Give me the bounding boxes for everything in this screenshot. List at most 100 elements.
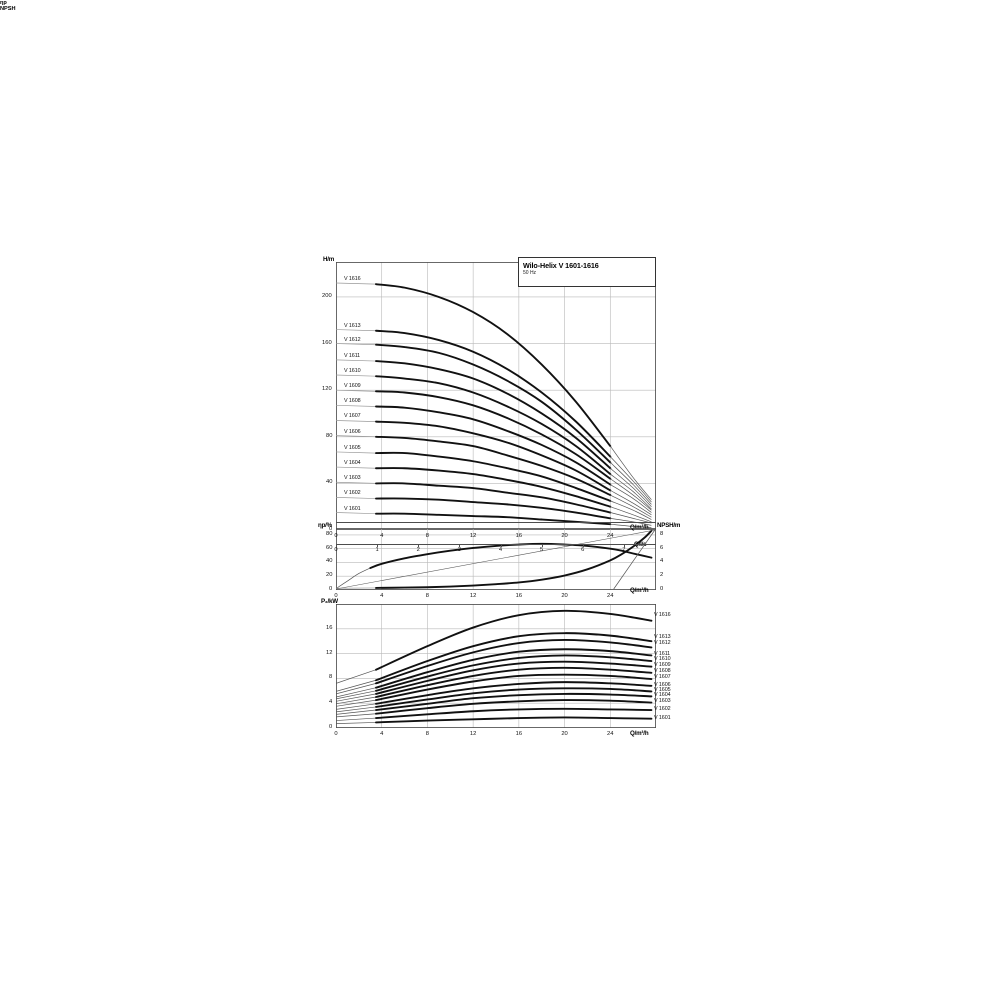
power-curve-v1607 [375,673,653,702]
head-xtick2-3: 3 [457,547,462,553]
pow-ytick-12: 12 [326,649,333,656]
head-leader-line [336,343,377,346]
head-xtick2-5: 5 [540,547,544,553]
efficiency-npsh-plot [336,528,656,590]
efficiency-annotation: ηp [0,0,7,6]
head-leader-line [336,451,377,454]
pow-ytick-0: 0 [329,724,333,730]
head-secondary-tickmark [377,544,379,547]
eff-ytick-0: 0 [329,586,333,592]
head-xtick2-1: 1 [375,547,379,553]
head-xtick2-7: 7 [622,547,626,553]
pow-xtick-0: 0 [334,731,338,737]
power-leader-v1604 [336,709,377,715]
pow-xtick-24: 24 [607,731,614,737]
power-curve-label-v1605: V 1605 [654,686,671,693]
npsh-annotation: NPSH [0,6,16,12]
head-curve-v1616 [375,283,612,448]
head-xtick-24: 24 [607,533,614,539]
power-leader-v1612 [336,683,377,695]
head-ytick-40: 40 [326,479,333,486]
eff-xtick-12: 12 [469,593,477,599]
power-curve-label-v1612: V 1612 [654,640,671,647]
power-leader-v1608 [336,696,377,705]
head-leader-line [336,512,377,515]
head-secondary-tickmark [336,544,337,547]
head-secondary-tickmark [418,544,420,547]
power-curve-chart [336,604,656,728]
head-curve-chart [336,262,656,530]
head-xtick-20: 20 [561,533,568,539]
head-leader-line [336,497,377,499]
npsh-ytick-4: 4 [660,558,664,565]
power-curve-v1609 [375,660,653,695]
head-curve-label-v1607: V 1607 [344,413,361,420]
head-xtick2-2: 2 [416,547,420,553]
head-curve-label-v1604: V 1604 [344,460,361,467]
power-curve-v1605 [375,687,653,708]
head-secondary-tickmark [459,544,461,547]
npsh-curve [375,529,653,589]
eff-ytick-20: 20 [326,572,333,579]
power-curve-v1601 [375,716,653,724]
head-curve-v1607 [375,420,612,492]
head-curve-v1610 [375,375,612,476]
head-curve-v1606 [375,435,612,496]
power-curve-v1611 [375,648,653,689]
head-ytick-200: 200 [322,292,332,299]
power-leader-v1607 [336,699,377,707]
head-curve-label-v1603: V 1603 [344,475,361,482]
head-leader-line [336,481,377,484]
head-y-axis-label: H/m [323,256,335,263]
head-curve-tail [610,500,652,520]
power-leader-v1601 [336,722,377,725]
head-curve-label-v1601: V 1601 [344,505,361,512]
head-xtick-4: 4 [380,533,384,539]
power-leader-v1616 [336,669,377,684]
head-secondary-axis-line [336,544,656,545]
eff-xtick-0: 0 [334,593,338,599]
power-leader-v1603 [336,713,377,718]
efficiency-curve-thin [336,567,371,589]
pow-xtick-16: 16 [515,731,523,737]
head-curve-plot [336,262,656,530]
head-xtick-12: 12 [469,533,477,539]
pow-xtick-12: 12 [469,731,477,737]
npsh-ytick-8: 8 [660,530,664,537]
head-curve-label-v1616: V 1616 [344,275,361,282]
head-secondary-tickmark [582,544,584,547]
power-curve-label-v1604: V 1604 [654,692,671,699]
pow-ytick-16: 16 [326,624,333,631]
npsh-y-axis-label: NPSH/m [657,522,681,529]
head-leader-line [336,374,377,377]
power-x-axis-label: Q/m³/h [630,730,649,737]
head-curve-label-v1609: V 1609 [344,383,361,390]
power-curve-label-v1603: V 1603 [654,698,671,705]
power-y-axis-label: P₂/kW [321,598,338,605]
eff-xtick-4: 4 [380,593,384,599]
frequency-label: 50 Hz [523,270,537,276]
head-ytick-160: 160 [322,339,332,346]
head-secondary-tickmark [623,544,625,547]
head-curve-tail [610,506,652,523]
head-curve-tail [610,456,652,503]
pow-xtick-20: 20 [561,731,568,737]
head-curve-label-v1613: V 1613 [344,322,361,329]
power-curve-v1606 [375,681,653,705]
head-curve-v1608 [375,405,612,486]
power-leader-v1602 [336,717,377,721]
power-curve-label-v1610: V 1610 [654,656,671,663]
head-curve-label-v1610: V 1610 [344,368,361,375]
head-curve-tail [610,467,652,507]
head-curve-v1612 [375,343,612,464]
head-curve-v1602 [375,497,612,520]
power-curve-label-v1609: V 1609 [654,661,671,668]
npsh-extension-line [613,529,656,590]
power-curve-v1602 [375,707,653,720]
power-curve-label-v1606: V 1606 [654,681,671,688]
power-curve-v1612 [375,639,653,685]
head-curve-tail [610,478,652,511]
power-curve-label-v1607: V 1607 [654,674,671,681]
head-x-axis-label: Q/m³/h [630,524,649,531]
